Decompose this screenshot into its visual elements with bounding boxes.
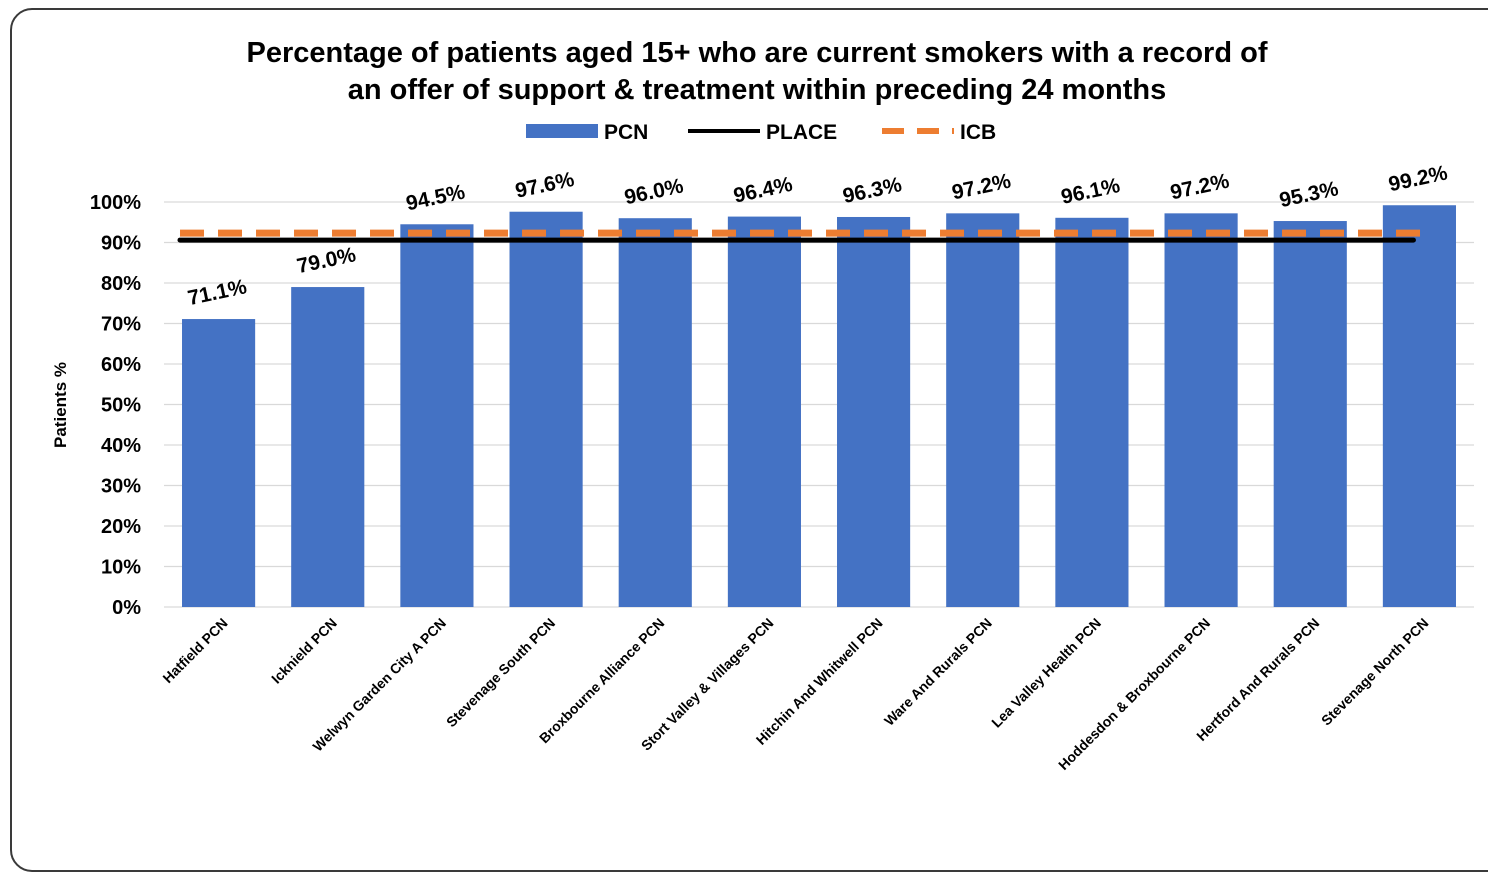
x-tick-label: Icknield PCN (268, 615, 340, 687)
x-tick-label: Hitchin And Whitwell PCN (753, 615, 886, 748)
data-label: 71.1% (186, 275, 249, 310)
y-axis-label: Patients % (51, 362, 70, 448)
bar (618, 218, 692, 607)
bar (946, 213, 1020, 607)
y-tick-label: 20% (101, 516, 141, 538)
x-tick-label: Hatfield PCN (159, 615, 230, 686)
y-tick-label: 30% (101, 476, 141, 498)
data-label: 97.6% (513, 168, 576, 203)
legend-item-place: PLACE (688, 121, 837, 144)
bar (182, 319, 256, 607)
chart-title-line-1: Percentage of patients aged 15+ who are … (247, 37, 1268, 69)
bar (400, 224, 474, 607)
y-tick-label: 80% (101, 273, 141, 295)
x-tick-label: Hertford And Rurals PCN (1193, 615, 1322, 744)
data-label: 79.0% (295, 243, 358, 278)
legend-item-icb: ICB (882, 121, 996, 144)
legend: PCN PLACE ICB (526, 121, 996, 144)
x-tick-label: Stevenage North PCN (1318, 615, 1432, 729)
legend-swatch-pcn (526, 124, 598, 138)
data-label: 94.5% (404, 180, 467, 215)
bar (1382, 205, 1456, 608)
bar (837, 216, 911, 608)
x-tick-label: Broxbourne Alliance PCN (536, 615, 667, 746)
data-label: 95.3% (1277, 177, 1340, 212)
x-tick-label: Ware And Rurals PCN (881, 615, 995, 729)
x-tick-label: Stevenage South PCN (443, 615, 558, 730)
data-label: 96.1% (1059, 174, 1122, 209)
bar (1164, 213, 1238, 607)
bars (182, 205, 1456, 608)
y-tick-label: 50% (101, 395, 141, 417)
chart: Percentage of patients aged 15+ who are … (51, 37, 1474, 773)
bar (1273, 221, 1347, 607)
reference-lines (177, 229, 1426, 243)
legend-label-pcn: PCN (604, 121, 648, 144)
bar (1055, 217, 1129, 608)
data-label: 97.2% (950, 169, 1013, 204)
chart-title-line-2: an offer of support & treatment within p… (348, 74, 1167, 106)
legend-label-place: PLACE (766, 121, 837, 144)
legend-item-pcn: PCN (526, 121, 648, 144)
x-tick-label: Lea Valley Health PCN (988, 615, 1104, 731)
y-tick-label: 40% (101, 435, 141, 457)
chart-title: Percentage of patients aged 15+ who are … (247, 37, 1268, 106)
y-tick-label: 10% (101, 557, 141, 579)
bar (727, 216, 801, 607)
x-tick-label: Welwyn Garden City A PCN (309, 615, 449, 755)
legend-label-icb: ICB (960, 121, 996, 144)
y-tick-label: 60% (101, 354, 141, 376)
y-tick-label: 70% (101, 314, 141, 336)
bar (509, 211, 583, 607)
y-tick-label: 0% (112, 597, 141, 619)
data-label: 99.2% (1387, 161, 1450, 196)
data-label: 96.3% (841, 173, 904, 208)
gridlines (164, 201, 1474, 608)
data-label: 97.2% (1168, 169, 1231, 204)
data-label: 96.0% (622, 174, 685, 209)
y-axis-ticks: 0% 10% 20% 30% 40% 50% 60% 70% 80% 90% 100% (90, 192, 141, 619)
y-tick-label: 100% (90, 192, 141, 214)
y-tick-label: 90% (101, 233, 141, 255)
bar (291, 287, 365, 607)
